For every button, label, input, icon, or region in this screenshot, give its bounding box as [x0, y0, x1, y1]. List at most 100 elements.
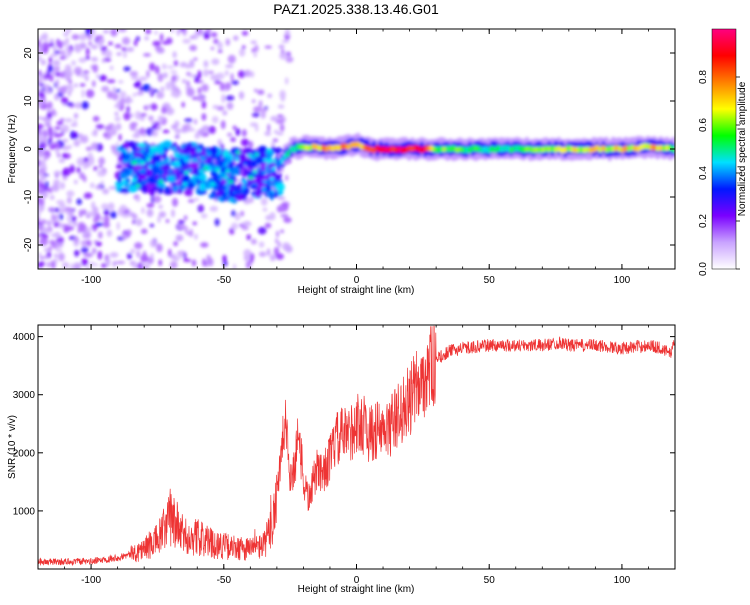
spectrogram-noise-cell: [55, 78, 60, 88]
spectrogram-noise-cell: [49, 42, 55, 48]
spectrogram-noise-cell: [66, 216, 71, 221]
spectrogram-noise-cell: [111, 125, 120, 131]
spectrogram-noise-cell: [165, 81, 171, 91]
spectrogram-noise-cell: [48, 56, 53, 64]
spectrogram-noise-cell: [153, 89, 159, 93]
spectrogram-bright-cell: [271, 166, 277, 171]
spectrogram-noise-cell: [114, 111, 119, 116]
spectrogram-bright-cell: [152, 150, 158, 155]
spectrogram-noise-cell: [251, 112, 260, 118]
spectrogram-noise-cell: [46, 112, 53, 119]
spectrogram-noise-cell: [43, 88, 52, 95]
spectrogram-noise-cell: [182, 79, 187, 84]
spectrogram-noise-cell: [197, 70, 202, 79]
spectrogram-noise-cell: [161, 63, 167, 70]
spectrogram-noise-cell: [134, 242, 143, 250]
spectrogram-noise-cell: [166, 65, 175, 69]
spectrogram-noise-cell: [52, 108, 55, 115]
spectrogram-noise-cell: [191, 259, 197, 267]
spectrogram-bright-cell: [196, 175, 202, 180]
spectrogram-noise-cell: [216, 106, 224, 111]
spectrogram-noise-cell: [136, 262, 144, 269]
spectrogram-ridge-core: [299, 144, 303, 150]
spectrogram-noise-cell: [165, 37, 173, 45]
spectrogram-noise-cell: [55, 248, 63, 252]
spectrogram-bright-cell: [261, 170, 267, 175]
spectrogram-noise-cell: [177, 224, 186, 229]
spectrogram-noise-cell: [59, 50, 63, 55]
spectrogram-noise-cell: [277, 104, 285, 109]
spectrogram-noise-cell: [55, 242, 64, 248]
spectrogram-ridge-core: [385, 146, 389, 153]
spectrogram-cluster-cell: [189, 161, 200, 169]
spectrogram-noise-cell: [53, 133, 63, 138]
spectrogram-noise-cell: [169, 261, 178, 269]
spectrogram-ridge-core: [404, 146, 408, 153]
spectrogram-noise-cell: [270, 115, 278, 122]
x-tick-label: -100: [81, 275, 101, 286]
spectrogram-noise-cell: [56, 120, 64, 126]
spectrogram-bright-cell: [254, 152, 260, 157]
spectrogram-noise-cell: [211, 116, 219, 124]
spectrogram-bright-cell: [210, 182, 216, 187]
spectrogram-noise-cell: [59, 56, 66, 60]
spectrogram-ridge-core: [439, 146, 443, 152]
spectrogram-noise-cell: [86, 211, 92, 217]
spectrogram-noise-cell: [62, 261, 70, 269]
spectrogram-bright-cell: [146, 157, 152, 162]
spectrogram-noise-cell: [243, 249, 252, 258]
spectrogram-ridge-core: [662, 145, 666, 152]
spectrogram-noise-cell: [146, 70, 150, 78]
x-tick-label: -50: [217, 275, 232, 286]
spectrogram-noise-cell: [114, 44, 122, 49]
spectrogram-noise-cell: [285, 245, 293, 253]
spectrogram-noise-cell: [95, 241, 102, 247]
spectrogram-noise-cell: [109, 252, 119, 258]
spectrogram-noise-cell: [74, 102, 83, 109]
spectrogram-noise-cell: [79, 135, 89, 144]
spectrogram-noise-cell: [116, 100, 122, 109]
spectrogram-noise-cell: [93, 217, 98, 224]
spectrogram-bright-cell: [135, 183, 141, 188]
spectrogram-noise-cell: [174, 256, 180, 262]
spectrogram-ridge-core: [468, 147, 472, 153]
spectrogram-noise-cell: [210, 46, 215, 51]
spectrogram-ridge-core: [410, 145, 414, 152]
spectrogram-noise-cell: [225, 38, 231, 46]
spectrogram-noise-cell: [47, 126, 53, 134]
spectrogram-noise-cell: [157, 124, 162, 131]
spectrogram-ridge-core: [659, 145, 663, 151]
spectrogram-cluster-cell: [188, 146, 198, 153]
spectrogram-noise-cell: [249, 122, 258, 127]
spectrogram-noise-cell: [42, 41, 50, 51]
spectrogram-ridge-core: [655, 145, 660, 152]
spectrogram-noise-cell: [283, 217, 292, 223]
spectrogram-noise-cell: [38, 261, 42, 269]
spectrogram-noise-cell: [78, 209, 86, 216]
spectrogram-cluster-cell: [198, 182, 206, 192]
spectrogram-noise-cell: [194, 233, 198, 240]
spectrogram-noise-cell: [111, 92, 119, 101]
spectrogram-noise-cell: [241, 129, 247, 137]
spectrogram-noise-cell: [277, 196, 286, 200]
spectrogram-noise-cell: [170, 84, 177, 91]
y-tick-label: 20: [23, 47, 34, 59]
spectrogram-bright-cell: [242, 179, 248, 184]
spectrogram-noise-cell: [53, 253, 59, 257]
spectrogram-noise-cell: [56, 153, 61, 158]
spectrogram-ridge-core: [592, 146, 596, 153]
spectrogram-noise-cell: [201, 113, 207, 121]
spectrogram-noise-cell: [46, 70, 50, 77]
spectrogram-ridge-core: [544, 145, 548, 152]
spectrogram-noise-cell: [125, 96, 130, 105]
spectrogram-noise-cell: [178, 219, 185, 225]
spectrogram-noise-cell: [253, 106, 262, 113]
spectrogram-noise-cell: [101, 58, 106, 64]
spectrogram-noise-cell: [53, 170, 62, 176]
spectrogram-noise-cell: [118, 80, 124, 84]
spectrogram-noise-cell: [116, 52, 122, 56]
spectrogram-bright-cell: [141, 168, 147, 173]
spectrogram-noise-cell: [126, 47, 135, 52]
spectrogram-xlabel: Height of straight line (km): [298, 285, 415, 296]
spectrogram-noise-cell: [58, 158, 66, 163]
